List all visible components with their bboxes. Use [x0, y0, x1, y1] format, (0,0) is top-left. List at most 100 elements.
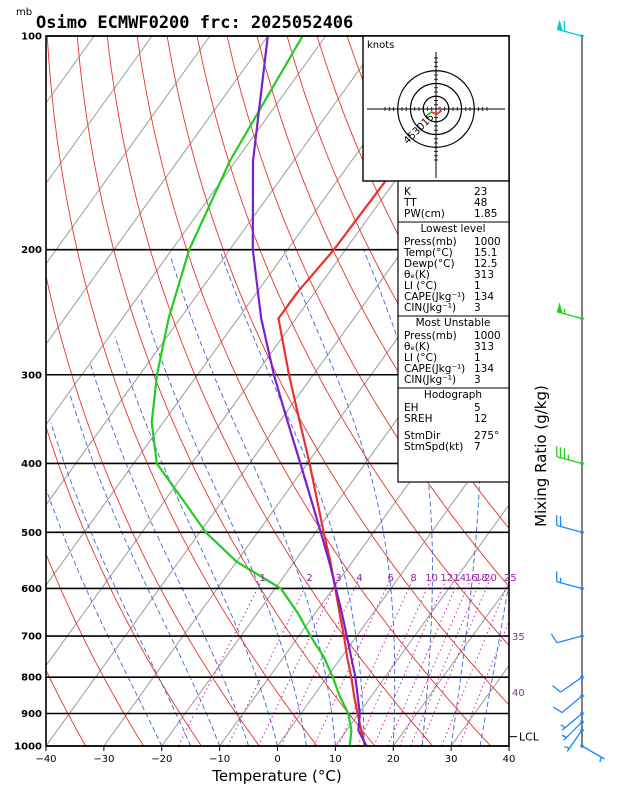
most-unstable-value: 3 — [474, 374, 481, 386]
wind-barb-feather — [553, 707, 562, 713]
hodograph-unit-label: knots — [367, 40, 394, 51]
mixing-ratio-line — [178, 578, 262, 746]
wind-barb-pennant — [557, 302, 563, 313]
wind-barb-staff — [557, 636, 582, 643]
mixing-ratio-label: 10 — [425, 573, 438, 584]
mixing-ratio-label: 1 — [260, 573, 266, 584]
mixing-ratio-label: 20 — [484, 573, 497, 584]
x-tick-label: −10 — [209, 754, 230, 765]
mixing-ratio-line — [442, 578, 511, 746]
lowest-level-heading: Lowest level — [420, 223, 485, 235]
wind-barb-base — [580, 530, 584, 534]
wind-barb-staff — [561, 677, 582, 692]
right-isoline-label: 40 — [512, 688, 525, 699]
wind-barb-feather — [553, 686, 561, 693]
x-tick-label: −30 — [93, 754, 114, 765]
mb-unit-label: mb — [16, 7, 32, 18]
p-tick-label: 1000 — [14, 742, 42, 753]
dry-adiabat-line — [0, 36, 86, 746]
wind-barb-staff — [557, 29, 582, 36]
x-tick-label: 30 — [445, 754, 458, 765]
lowest-level-key: CIN(Jkg⁻¹) — [404, 302, 456, 314]
mixing-ratio-line — [388, 578, 460, 746]
x-tick-label: −40 — [35, 754, 56, 765]
x-tick-label: −20 — [151, 754, 172, 765]
hodograph-param-key: SREH — [404, 413, 433, 425]
p-tick-label: 100 — [21, 32, 42, 43]
p-tick-label: 500 — [21, 528, 42, 539]
x-axis: −40 −30 −20 −10 0 10 20 30 40 — [35, 746, 515, 765]
x-tick-label: 0 — [274, 754, 280, 765]
series-parcel-line — [253, 36, 367, 746]
wind-barb-base — [580, 587, 584, 591]
right-side-labels: 35 40 LCL — [509, 632, 540, 744]
wind-barb-base — [580, 694, 584, 698]
moist-adiabat-line — [91, 364, 249, 746]
wind-barb-staff — [557, 582, 582, 589]
x-tick-label: 10 — [329, 754, 342, 765]
mixing-ratio-label: 2 — [306, 573, 312, 584]
wind-barb-half-feather — [600, 757, 601, 762]
wind-barb-feather — [551, 634, 557, 643]
series-dewpoint-line — [152, 36, 352, 746]
mixing-ratio-label: 6 — [388, 573, 394, 584]
mixing-ratio-line — [228, 578, 310, 746]
hodograph-param-value: 12 — [474, 413, 487, 425]
moist-adiabat-line — [141, 300, 307, 747]
hodograph-param-value: 7 — [474, 441, 481, 453]
wind-barb-base — [580, 728, 584, 732]
wind-barb-base — [580, 34, 584, 38]
lowest-level-value: 3 — [474, 302, 481, 314]
moist-adiabat-line — [115, 337, 278, 747]
mixing-ratio-label: 25 — [504, 573, 517, 584]
index-value: 1.85 — [474, 208, 497, 220]
p-tick-label: 800 — [21, 673, 42, 684]
mixing-ratio-line — [400, 578, 471, 746]
wind-barb-half-feather — [561, 725, 565, 728]
wind-barb-base — [580, 744, 584, 748]
wind-barb-base — [580, 462, 584, 466]
lcl-label: LCL — [519, 731, 540, 744]
p-tick-label: 600 — [21, 584, 42, 595]
p-tick-label: 900 — [21, 709, 42, 720]
hodograph-param-key: StmSpd(kt) — [404, 441, 463, 453]
wind-barb-base — [580, 712, 584, 716]
x-tick-label: 40 — [503, 754, 516, 765]
wind-barb-base — [580, 317, 584, 321]
x-tick-label: 20 — [387, 754, 400, 765]
p-tick-label: 400 — [21, 459, 42, 470]
wind-barb-base — [580, 720, 584, 724]
p-tick-label: 700 — [21, 632, 42, 643]
moist-adiabat-line — [32, 448, 162, 746]
mixing-ratio-label: 12 — [440, 573, 453, 584]
right-isoline-label: 35 — [512, 632, 525, 643]
wind-barb-staff — [562, 696, 582, 713]
wind-barb-base — [580, 675, 584, 679]
mixing-ratio-label: 3 — [335, 573, 341, 584]
p-tick-label: 300 — [21, 370, 42, 381]
wind-barb-base — [580, 634, 584, 638]
most-unstable-heading: Most Unstable — [416, 317, 491, 329]
isotherm-line — [567, 36, 618, 746]
wind-barb-half-feather — [562, 735, 567, 738]
wind-barb-half-feather — [564, 747, 569, 749]
most-unstable-key: CIN(Jkg⁻¹) — [404, 374, 456, 386]
hodograph-params-heading: Hodograph — [424, 389, 482, 401]
wind-barbs — [551, 20, 604, 763]
y-axis: 100 200 300 400 500 600 700 800 900 1000 — [14, 32, 42, 753]
mixing-ratio-axis-title: Mixing Ratio (g/kg) — [532, 385, 550, 527]
mixing-ratio-label: 8 — [410, 573, 416, 584]
dry-adiabat-line — [587, 36, 618, 746]
mixing-ratio-label: 4 — [356, 573, 362, 584]
index-key: PW(cm) — [404, 208, 445, 220]
mixing-ratio-line — [421, 578, 491, 746]
dry-adiabat-line — [557, 36, 618, 746]
x-axis-title: Temperature (°C) — [211, 767, 341, 785]
p-tick-label: 200 — [21, 245, 42, 256]
chart-title: Osimo ECMWF0200 frc: 2025052406 — [36, 13, 353, 33]
